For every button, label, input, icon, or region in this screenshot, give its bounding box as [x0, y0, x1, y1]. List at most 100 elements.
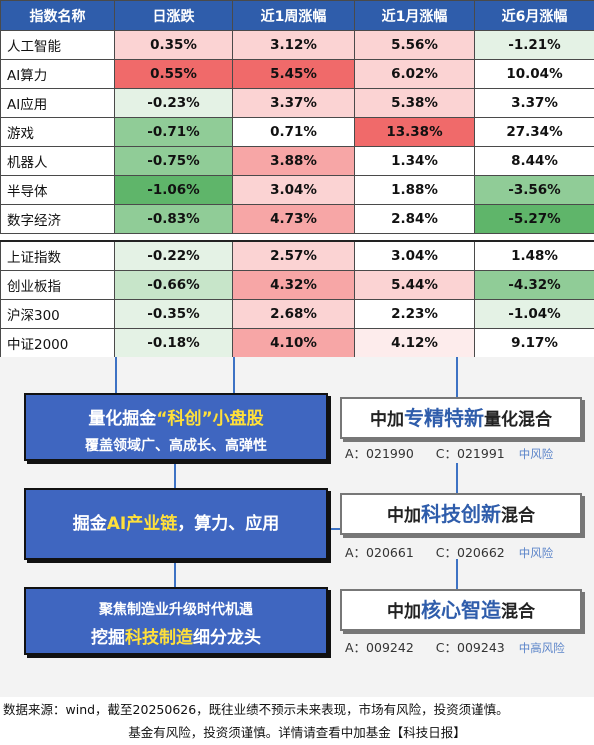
fund-name-box: 中加科技创新混合: [340, 493, 582, 535]
daily-change: -0.22%: [114, 240, 233, 271]
week-change: 0.71%: [232, 117, 355, 147]
month-change: 4.12%: [354, 328, 475, 358]
month-change: 3.04%: [354, 240, 475, 271]
index-name: 游戏: [0, 117, 115, 147]
index-name: 人工智能: [0, 30, 115, 60]
index-name: 创业板指: [0, 270, 115, 300]
fund-name-box: 中加核心智造混合: [340, 589, 582, 631]
header-1month-change: 近1月涨幅: [354, 0, 475, 31]
fund-codes: A：020661 C：020662 中风险: [345, 542, 553, 561]
connector-line: [174, 559, 176, 587]
month-change: 5.38%: [354, 88, 475, 118]
fund-codes: A：021990 C：021991 中风险: [345, 443, 553, 462]
daily-change: -0.66%: [114, 270, 233, 300]
risk-label: 中风险: [518, 546, 554, 560]
table-row: AI算力 0.55% 5.45% 6.02% 10.04%: [0, 59, 594, 89]
halfyear-change: 3.37%: [474, 88, 594, 118]
week-change: 3.12%: [232, 30, 355, 60]
week-change: 4.32%: [232, 270, 355, 300]
month-change: 6.02%: [354, 59, 475, 89]
theme-text: 量化掘金: [88, 409, 157, 429]
fund-code-a: A：020661: [345, 545, 414, 560]
month-change: 5.44%: [354, 270, 475, 300]
halfyear-change: 9.17%: [474, 328, 594, 358]
theme-highlight: AI产业链: [106, 514, 178, 534]
week-change: 2.68%: [232, 299, 355, 329]
fund-name-highlight: 专精特新: [404, 406, 484, 430]
halfyear-change: 1.48%: [474, 240, 594, 271]
connector-line: [174, 458, 176, 488]
table-row: AI应用 -0.23% 3.37% 5.38% 3.37%: [0, 88, 594, 118]
risk-label: 中高风险: [518, 641, 565, 655]
index-name: 半导体: [0, 175, 115, 205]
fund-code-c: C：009243: [435, 640, 505, 655]
theme-text: 小盘股: [212, 409, 264, 429]
month-change: 1.88%: [354, 175, 475, 205]
week-change: 3.88%: [232, 146, 355, 176]
theme-subtitle: 聚焦制造业升级时代机遇: [99, 602, 253, 618]
theme-text: 挖掘: [91, 628, 125, 648]
index-name: AI算力: [0, 59, 115, 89]
week-change: 4.73%: [232, 204, 355, 234]
table-row: 沪深300 -0.35% 2.68% 2.23% -1.04%: [0, 299, 594, 329]
daily-change: -1.06%: [114, 175, 233, 205]
theme-text: 掘金: [72, 514, 107, 534]
connector-line: [456, 463, 458, 493]
theme-subtitle: 覆盖领域广、高成长、高弹性: [85, 438, 267, 454]
fund-name-prefix: 中加: [387, 602, 421, 622]
fund-code-c: C：021991: [435, 446, 505, 461]
index-name: AI应用: [0, 88, 115, 118]
theme-highlight: 科技制造: [125, 628, 193, 648]
data-source-note: 数据来源：wind，截至20250626，既往业绩不预示未来表现，市场有风险，投…: [3, 702, 509, 717]
month-change: 2.23%: [354, 299, 475, 329]
table-row: 中证2000 -0.18% 4.10% 4.12% 9.17%: [0, 328, 594, 358]
theme-box-smallcap: 量化掘金“科创”小盘股 覆盖领域广、高成长、高弹性: [24, 393, 328, 461]
header-index-name: 指数名称: [0, 0, 115, 31]
table-row: 人工智能 0.35% 3.12% 5.56% -1.21%: [0, 30, 594, 60]
fund-name-suffix: 量化混合: [484, 410, 552, 430]
fund-code-c: C：020662: [435, 545, 505, 560]
table-row: 半导体 -1.06% 3.04% 1.88% -3.56%: [0, 175, 594, 205]
index-name: 数字经济: [0, 204, 115, 234]
table-row: 机器人 -0.75% 3.88% 1.34% 8.44%: [0, 146, 594, 176]
index-name: 沪深300: [0, 299, 115, 329]
theme-text: ，算力、应用: [177, 514, 280, 534]
risk-label: 中风险: [518, 447, 554, 461]
daily-change: -0.71%: [114, 117, 233, 147]
header-1week-change: 近1周涨幅: [232, 0, 355, 31]
connector-line: [326, 528, 342, 530]
halfyear-change: -5.27%: [474, 204, 594, 234]
week-change: 4.10%: [232, 328, 355, 358]
table-row: 创业板指 -0.66% 4.32% 5.44% -4.32%: [0, 270, 594, 300]
halfyear-change: -4.32%: [474, 270, 594, 300]
week-change: 3.37%: [232, 88, 355, 118]
fund-name-suffix: 混合: [501, 602, 535, 622]
theme-box-manufacturing: 聚焦制造业升级时代机遇 挖掘科技制造细分龙头: [24, 587, 328, 655]
theme-text: 细分龙头: [193, 628, 261, 648]
daily-change: -0.35%: [114, 299, 233, 329]
fund-name-prefix: 中加: [370, 410, 404, 430]
fund-codes: A：009242 C：009243 中高风险: [345, 637, 565, 656]
theme-highlight: “科创”: [156, 409, 213, 429]
table-row: 数字经济 -0.83% 4.73% 2.84% -5.27%: [0, 204, 594, 234]
fund-name-prefix: 中加: [387, 506, 421, 526]
daily-change: -0.83%: [114, 204, 233, 234]
week-change: 5.45%: [232, 59, 355, 89]
table-header-row: 指数名称 日涨跌 近1周涨幅 近1月涨幅 近6月涨幅: [0, 0, 594, 31]
month-change: 13.38%: [354, 117, 475, 147]
fund-name-box: 中加专精特新量化混合: [340, 397, 582, 439]
header-daily-change: 日涨跌: [114, 0, 233, 31]
fund-code-a: A：021990: [345, 446, 414, 461]
index-name: 机器人: [0, 146, 115, 176]
table-row: 上证指数 -0.22% 2.57% 3.04% 1.48%: [0, 240, 594, 271]
daily-change: 0.35%: [114, 30, 233, 60]
halfyear-change: -3.56%: [474, 175, 594, 205]
index-name: 中证2000: [0, 328, 115, 358]
fund-name-highlight: 科技创新: [421, 502, 501, 526]
halfyear-change: 8.44%: [474, 146, 594, 176]
halfyear-change: 10.04%: [474, 59, 594, 89]
fund-code-a: A：009242: [345, 640, 414, 655]
daily-change: -0.18%: [114, 328, 233, 358]
header-6month-change: 近6月涨幅: [474, 0, 594, 31]
connector-line: [456, 357, 458, 397]
